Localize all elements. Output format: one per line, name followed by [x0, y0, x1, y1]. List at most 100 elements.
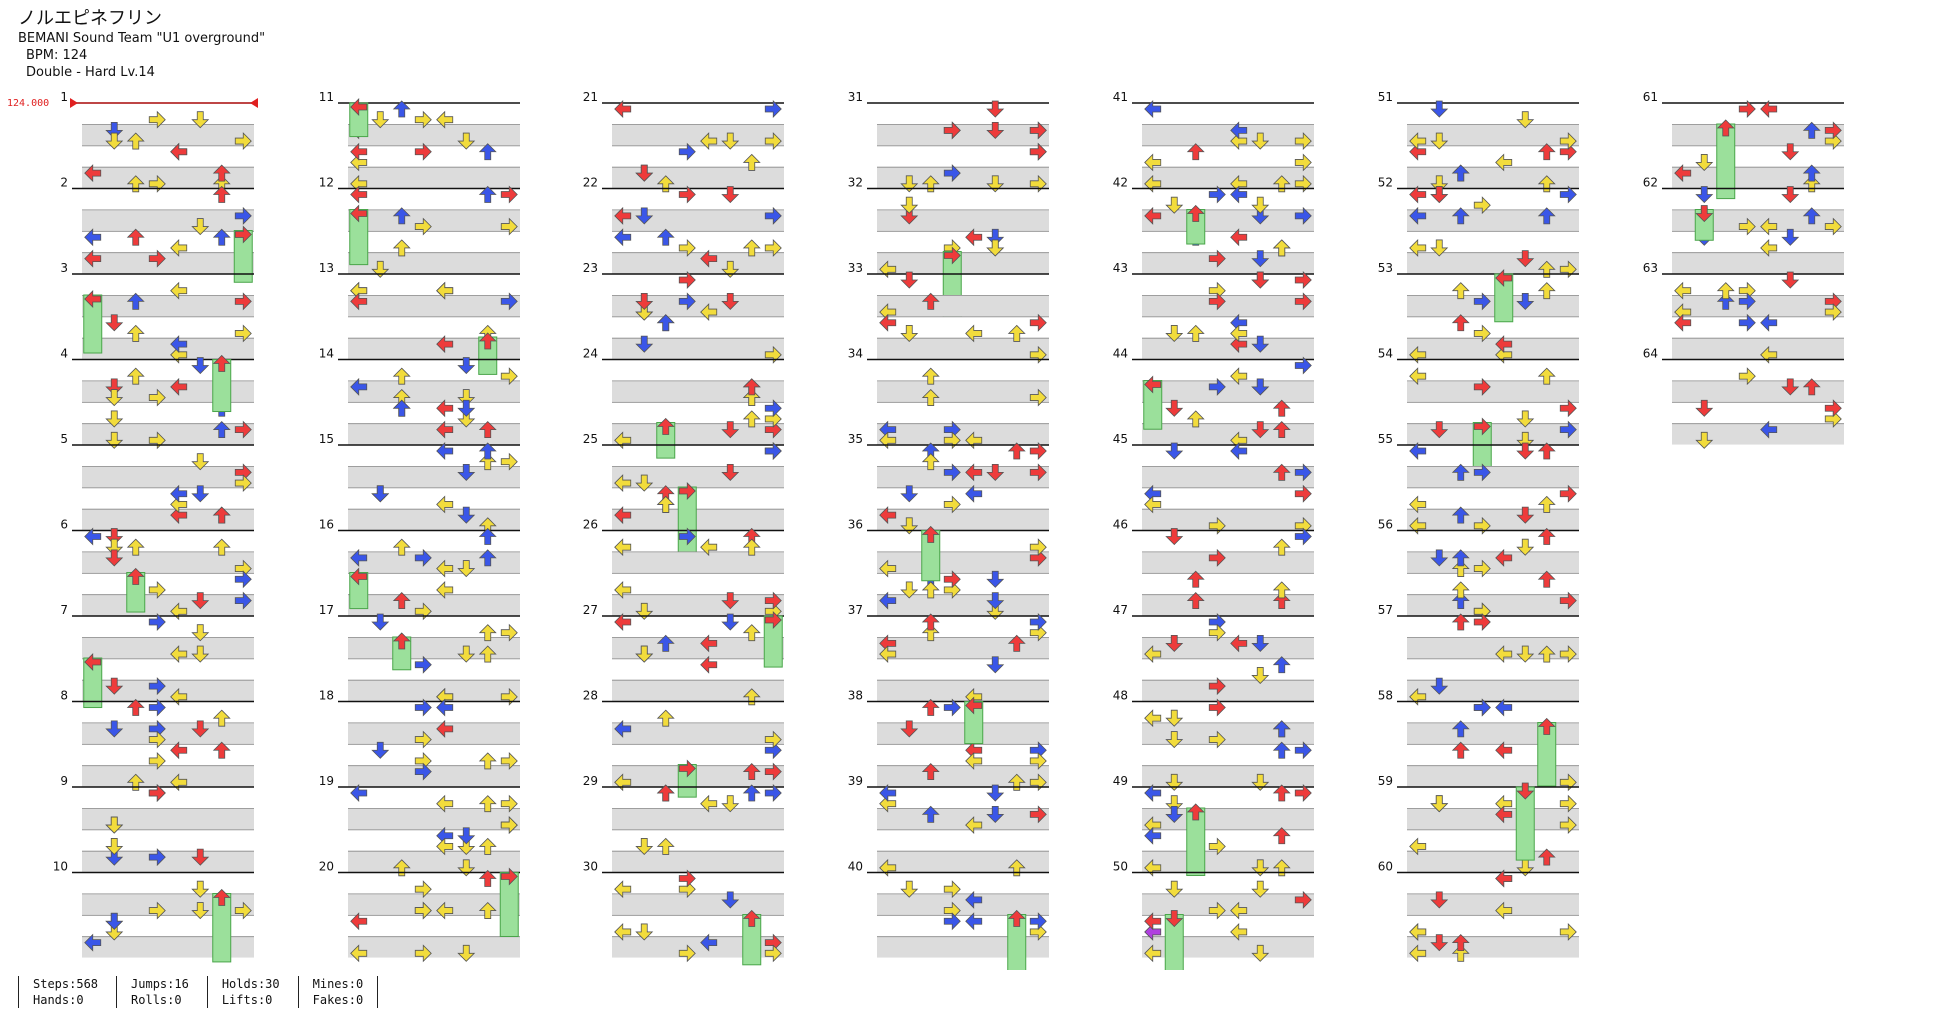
arrow-icon	[478, 143, 497, 161]
arrow-icon	[1007, 909, 1026, 927]
arrow-icon	[1760, 100, 1778, 118]
arrow-icon	[635, 164, 654, 182]
beat-band	[1407, 508, 1579, 531]
arrow-icon	[1208, 185, 1226, 204]
arrow-icon	[350, 98, 368, 116]
arrow-icon	[392, 632, 411, 650]
arrow-icon	[148, 784, 166, 802]
arrow-icon	[635, 292, 654, 310]
beat-band	[877, 850, 1049, 873]
arrow-icon	[371, 741, 390, 759]
measure: 1	[60, 90, 254, 210]
arrow-icon	[1230, 121, 1248, 140]
beat-band	[82, 658, 254, 680]
arrow-icon	[1516, 645, 1535, 663]
arrow-icon	[170, 741, 188, 760]
measure-number: 6	[60, 518, 68, 532]
arrow-icon	[764, 730, 782, 749]
measure: 3	[60, 261, 254, 381]
beat-band	[612, 252, 784, 274]
arrow-icon	[1029, 613, 1047, 631]
song-artist: BEMANI Sound Team "U1 overground"	[18, 31, 266, 46]
arrow-icon	[148, 730, 166, 749]
arrow-icon	[1186, 204, 1205, 222]
arrow-icon	[1495, 335, 1513, 354]
measure: 47	[1113, 603, 1314, 723]
beat-band	[1672, 359, 1844, 381]
beat-band	[348, 166, 520, 189]
beat-band	[1407, 594, 1579, 616]
beat-band	[348, 401, 520, 424]
arrow-icon	[721, 592, 740, 610]
arrow-icon	[721, 132, 740, 150]
arrow-icon	[1537, 367, 1556, 385]
arrow-icon	[414, 730, 432, 749]
beat-band	[612, 359, 784, 381]
arrow-icon	[1537, 442, 1556, 460]
arrow-icon	[1495, 548, 1513, 567]
beat-band	[612, 850, 784, 873]
arrow-icon	[1007, 442, 1026, 460]
arrow-icon	[1251, 271, 1270, 289]
arrow-icon	[105, 132, 124, 150]
measure-number: 11	[319, 90, 334, 104]
arrow-icon	[742, 909, 761, 927]
beat-band	[82, 316, 254, 338]
beat-band	[877, 230, 1049, 253]
beat-band	[1407, 230, 1579, 253]
arrow-icon	[436, 495, 454, 514]
beat-band	[612, 914, 784, 937]
measure: 19	[319, 774, 520, 894]
arrow-icon	[986, 228, 1005, 246]
measure: 34	[848, 347, 1049, 467]
arrow-icon	[1430, 239, 1449, 257]
arrow-icon	[500, 794, 518, 813]
arrow-icon	[500, 816, 518, 835]
arrow-icon	[764, 132, 782, 151]
beat-band	[348, 380, 520, 402]
beat-band	[1407, 401, 1579, 424]
beat-band	[1672, 380, 1844, 402]
measure: 59	[1378, 774, 1579, 894]
arrow-icon	[1165, 731, 1184, 749]
beat-band	[877, 444, 1049, 467]
beat-band	[1407, 444, 1579, 467]
arrow-icon	[1430, 186, 1449, 204]
beat-band	[1407, 786, 1579, 809]
beat-band	[1407, 337, 1579, 360]
beat-band	[612, 743, 784, 766]
arrow-icon	[1230, 442, 1248, 460]
arrow-icon	[84, 527, 102, 546]
arrow-icon	[191, 111, 210, 129]
arrow-icon	[700, 303, 718, 322]
arrow-icon	[921, 525, 940, 543]
arrow-icon	[635, 335, 654, 353]
measure-number: 2	[60, 176, 68, 190]
arrow-icon	[392, 538, 411, 556]
beat-band	[877, 658, 1049, 680]
arrow-icon	[170, 645, 188, 664]
arrow-icon	[1559, 794, 1577, 813]
beat-band	[1142, 914, 1314, 937]
beat-band	[348, 273, 520, 296]
beat-band	[877, 551, 1049, 573]
beat-band	[348, 829, 520, 851]
arrow-icon	[965, 751, 983, 770]
arrow-icon	[1537, 527, 1556, 545]
beat-band	[1407, 637, 1579, 659]
arrow-icon	[1251, 634, 1270, 652]
arrow-icon	[1674, 164, 1692, 183]
beat-band	[1142, 743, 1314, 766]
arrow-icon	[1251, 421, 1270, 439]
arrow-icon	[678, 142, 696, 161]
beat-band	[1142, 466, 1314, 488]
arrow-icon	[986, 463, 1005, 481]
arrow-icon	[1451, 613, 1470, 631]
measure: 51	[1378, 90, 1579, 210]
arrow-icon	[1007, 634, 1026, 652]
beat-band	[612, 209, 784, 231]
beat-band	[612, 230, 784, 253]
arrow-icon	[1251, 667, 1270, 685]
arrow-icon	[1824, 121, 1842, 140]
measure: 61	[1643, 90, 1844, 210]
